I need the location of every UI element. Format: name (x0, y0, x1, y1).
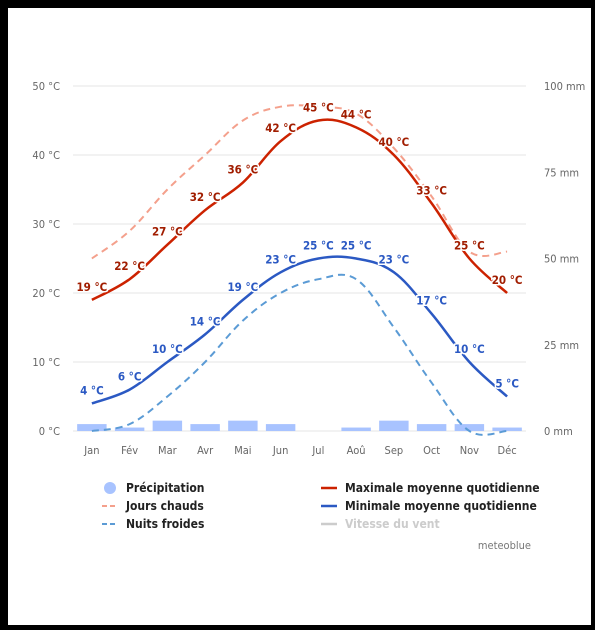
series-lines (91, 104, 508, 436)
precipitation-bar (492, 427, 522, 431)
legend-label: Minimale moyenne quotidienne (345, 499, 537, 513)
y-axis-right: 0 mm 25 mm 50 mm 75 mm 100 mm (544, 80, 585, 438)
x-tick-label: Nov (460, 444, 479, 457)
x-tick-label: Déc (498, 444, 517, 457)
x-tick-label: Aoû (347, 444, 366, 457)
data-label: 25 °C (454, 239, 485, 253)
legend-item[interactable]: Vitesse du vent (321, 517, 440, 531)
precipitation-bar (152, 420, 183, 431)
data-label: 19 °C (76, 280, 107, 294)
precipitation-bar (341, 427, 371, 431)
precipitation-bar (77, 424, 107, 431)
credits-text[interactable]: meteoblue (478, 539, 531, 552)
legend-item[interactable]: Minimale moyenne quotidienne (321, 499, 537, 513)
data-label: 20 °C (492, 273, 523, 287)
chart-frame: 0 °C 10 °C 20 °C 30 °C 40 °C 50 °C 0 mm 25 mm 5… (8, 8, 591, 625)
legend[interactable]: Précipitation Jours chauds Nuits froides Ma… (102, 481, 540, 531)
legend-item[interactable]: Nuits froides (102, 517, 204, 531)
y-left-tick-label: 50 °C (32, 80, 60, 93)
y-left-tick-label: 40 °C (32, 149, 60, 162)
legend-item[interactable]: Précipitation (104, 481, 205, 495)
data-label: 19 °C (227, 280, 258, 294)
y-left-tick-label: 30 °C (32, 218, 60, 231)
series-line-maximale-moyenne-quotidienne (91, 118, 508, 302)
x-tick-label: Mai (234, 444, 251, 457)
precipitation-bar (190, 424, 220, 431)
x-tick-label: Sep (385, 444, 404, 457)
x-tick-label: Avr (197, 444, 214, 457)
series-line-minimale-moyenne-quotidienne (91, 255, 508, 405)
data-label: 22 °C (114, 259, 145, 273)
y-axis-left: 0 °C 10 °C 20 °C 30 °C 40 °C 50 °C (32, 80, 60, 438)
legend-label: Maximale moyenne quotidienne (345, 481, 540, 495)
y-right-tick-label: 75 mm (544, 166, 579, 179)
x-axis: Jan Fév Mar Avr Mai Jun Jul Aoû Sep Oct Nov Déc (83, 444, 516, 457)
precipitation-bar (228, 420, 258, 431)
legend-symbol (104, 482, 116, 494)
precipitation-bar (265, 424, 296, 431)
climate-chart: 0 °C 10 °C 20 °C 30 °C 40 °C 50 °C 0 mm 25 mm 5… (32, 80, 585, 552)
x-tick-label: Fév (121, 444, 138, 457)
x-tick-label: Mar (158, 444, 178, 457)
legend-label: Vitesse du vent (345, 517, 440, 531)
y-right-tick-label: 50 mm (544, 253, 579, 266)
data-label: 32 °C (190, 190, 221, 204)
grid (73, 85, 526, 432)
data-label: 23 °C (378, 252, 409, 266)
precipitation-bars (77, 420, 522, 431)
data-label: 45 °C (303, 101, 334, 115)
data-label: 40 °C (378, 135, 409, 149)
legend-label: Jours chauds (125, 499, 204, 513)
data-labels: 19 °C 22 °C 27 °C 32 °C 36 °C 42 °C 45 °C 44 °C… (75, 99, 524, 399)
data-label: 10 °C (454, 342, 485, 356)
y-left-tick-label: 0 °C (39, 425, 60, 438)
y-right-tick-label: 25 mm (544, 339, 579, 352)
precipitation-bar (379, 420, 409, 431)
data-label: 17 °C (416, 294, 447, 308)
precipitation-bar (454, 424, 485, 431)
data-label: 25 °C (303, 239, 334, 253)
data-label: 36 °C (227, 163, 258, 177)
legend-label: Nuits froides (126, 517, 204, 531)
y-left-tick-label: 20 °C (32, 287, 60, 300)
data-label: 4 °C (80, 383, 104, 397)
x-tick-label: Jan (83, 444, 99, 457)
x-tick-label: Jul (311, 444, 324, 457)
data-label: 27 °C (152, 225, 183, 239)
y-left-tick-label: 10 °C (32, 356, 60, 369)
data-label: 6 °C (118, 370, 142, 384)
data-label: 33 °C (416, 183, 447, 197)
legend-label: Précipitation (126, 481, 205, 495)
x-tick-label: Jun (272, 444, 288, 457)
data-label: 10 °C (152, 342, 183, 356)
data-label: 23 °C (265, 252, 296, 266)
precipitation-bar (114, 427, 145, 431)
y-right-tick-label: 0 mm (544, 425, 573, 438)
precipitation-bar (416, 424, 447, 431)
data-label: 42 °C (265, 121, 296, 135)
data-label: 25 °C (341, 239, 372, 253)
data-label: 5 °C (495, 377, 519, 391)
x-tick-label: Oct (423, 444, 440, 457)
y-right-tick-label: 100 mm (544, 80, 585, 93)
data-label: 14 °C (190, 314, 221, 328)
legend-item[interactable]: Maximale moyenne quotidienne (321, 481, 540, 495)
data-label: 44 °C (341, 107, 372, 121)
series-line-jours-chauds (91, 104, 508, 260)
legend-item[interactable]: Jours chauds (102, 499, 204, 513)
